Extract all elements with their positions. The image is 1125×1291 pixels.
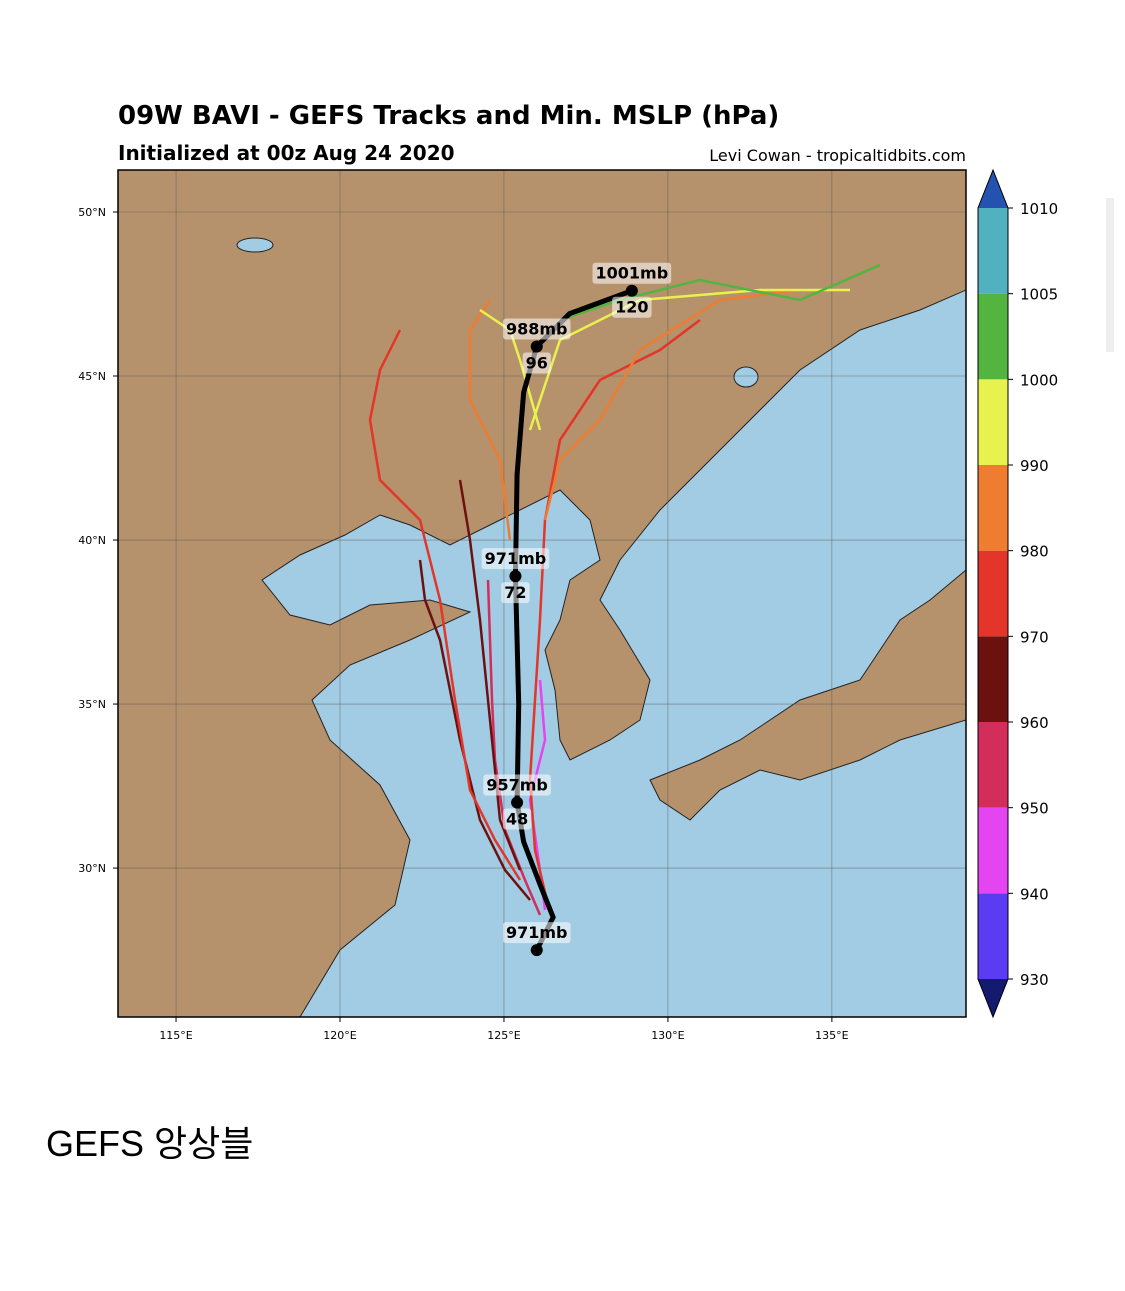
pressure-label: 988mb	[506, 319, 568, 338]
label-box	[612, 296, 652, 318]
x-tick-label: 120°E	[323, 1029, 356, 1042]
colorbar-label: 970	[1020, 628, 1049, 646]
colorbar-label: 930	[1020, 971, 1049, 989]
colorbar-segment	[978, 636, 1008, 722]
japan	[649, 569, 966, 821]
colorbar-label: 990	[1020, 457, 1049, 475]
hour-label: 120	[615, 298, 648, 317]
label-box	[522, 352, 551, 374]
credit: Levi Cowan - tropicaltidbits.com	[709, 146, 966, 165]
label-box	[502, 318, 571, 340]
track-point	[625, 284, 638, 297]
colorbar-label: 940	[1020, 885, 1049, 903]
frame	[117, 169, 967, 1018]
pressure-label: 971mb	[506, 923, 568, 942]
y-tick-label: 30°N	[78, 862, 106, 875]
label-box	[501, 582, 530, 604]
figure: 09W BAVI - GEFS Tracks and Min. MSLP (hP…	[78, 101, 1114, 1042]
track-point	[509, 570, 522, 583]
colorbar-segment	[978, 893, 1008, 979]
colorbar-end	[978, 170, 1008, 208]
hour-label: 48	[506, 809, 528, 828]
colorbar-label: 1010	[1020, 200, 1058, 218]
label-box	[502, 922, 571, 944]
colorbar-label: 1005	[1020, 286, 1058, 304]
colorbar-label: 1000	[1020, 371, 1058, 389]
colorbar-segment	[978, 550, 1008, 637]
x-tick-label: 125°E	[487, 1029, 520, 1042]
y-tick-label: 50°N	[78, 206, 106, 219]
map-area	[118, 170, 966, 1017]
label-box	[502, 808, 532, 830]
mean-track	[512, 288, 633, 952]
hour-label: 96	[526, 353, 548, 372]
colorbar-segment	[978, 208, 1008, 294]
subtitle: Initialized at 00z Aug 24 2020	[118, 141, 455, 165]
label-box	[592, 262, 672, 284]
colorbar-segment	[978, 293, 1008, 380]
colorbar-segment	[978, 722, 1008, 808]
colorbar-end	[978, 979, 1008, 1017]
colorbar-label: 980	[1020, 543, 1049, 561]
caption: GEFS 앙상블	[46, 1123, 254, 1164]
pressure-label: 971mb	[485, 549, 547, 568]
label-box	[483, 774, 551, 796]
scroll-hint	[1106, 198, 1114, 352]
x-tick-label: 135°E	[815, 1029, 848, 1042]
hour-label: 72	[504, 583, 526, 602]
lake	[236, 237, 274, 253]
y-tick-label: 35°N	[78, 698, 106, 711]
colorbar-segment	[978, 807, 1008, 894]
pressure-label: 957mb	[486, 775, 548, 794]
title: 09W BAVI - GEFS Tracks and Min. MSLP (hP…	[118, 101, 779, 131]
x-tick-label: 115°E	[159, 1029, 192, 1042]
track-point	[511, 796, 524, 809]
y-tick-label: 45°N	[78, 370, 106, 383]
colorbar-segment	[978, 379, 1008, 465]
colorbar-segment	[978, 465, 1008, 551]
y-tick-label: 40°N	[78, 534, 106, 547]
track-point	[530, 944, 543, 957]
x-tick-label: 130°E	[651, 1029, 684, 1042]
colorbar-label: 950	[1020, 800, 1049, 818]
label-box	[481, 548, 550, 570]
lake	[733, 366, 759, 388]
pressure-label: 1001mb	[596, 264, 669, 283]
track-point	[530, 340, 543, 353]
colorbar-label: 960	[1020, 714, 1049, 732]
ensemble-tracks	[368, 263, 881, 916]
